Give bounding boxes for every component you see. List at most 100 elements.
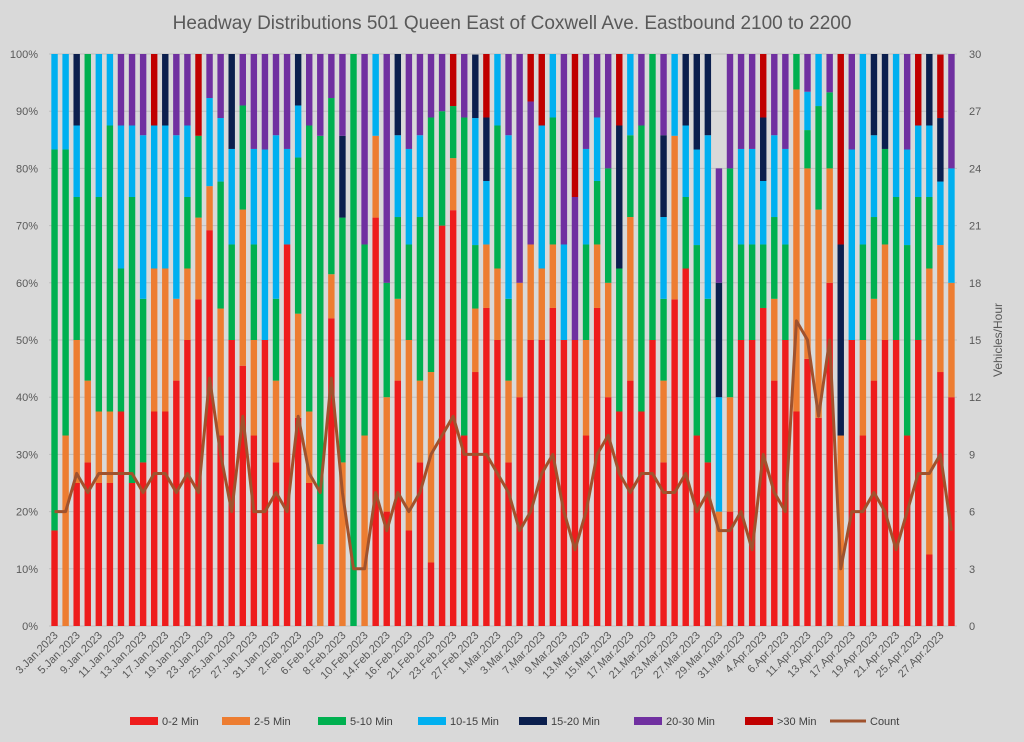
bar-segment [483,244,490,308]
bar-segment [538,125,545,269]
bar-segment [826,282,833,626]
bar-segment [383,511,390,626]
bar-segment [106,54,114,126]
legend-swatch [130,717,158,725]
bar-segment [184,125,191,197]
bar-segment [339,462,346,626]
bar-segment [760,117,767,181]
bar-segment [228,244,235,340]
legend-label: 0-2 Min [162,716,199,728]
y2-tick-label: 27 [969,106,981,118]
bar-segment [195,217,202,300]
legend-label: 10-15 Min [450,716,499,728]
bar-segment [106,483,114,626]
bar-segment [627,380,634,626]
bar-segment [239,54,246,106]
bar-segment [283,54,291,149]
legend-label: 5-10 Min [350,716,393,728]
bar-segment [217,181,224,309]
bar-segment [704,135,712,299]
bar-segment [538,340,545,626]
bar-segment [128,483,136,626]
bar-segment [582,54,590,149]
legend-label: 2-5 Min [254,716,291,728]
bar-segment [317,54,324,136]
bar-segment [826,168,833,283]
bar-segment [317,135,324,545]
bar-segment [693,435,700,626]
bar-segment [937,372,944,626]
legend-label: >30 Min [777,716,816,728]
bar-segment [95,411,103,483]
bar-segment [372,135,379,218]
bar-segment [560,244,568,340]
bar-segment [571,340,579,626]
bar-segment [494,268,501,340]
bar-segment [73,483,80,626]
bar-segment [748,148,756,245]
bar-segment [892,340,900,626]
bar-segment [815,106,822,210]
bar-segment [228,54,235,149]
bar-segment [516,282,523,398]
bar-segment [937,245,944,373]
bar-segment [95,54,103,197]
bar-segment [815,209,822,418]
bar-segment [195,135,202,218]
bar-segment [294,313,302,418]
bar-segment [527,54,534,102]
bar-segment [671,54,678,136]
bar-segment [704,54,712,136]
y-tick-label: 90% [16,106,38,118]
bar-segment [771,380,778,626]
bar-segment [272,54,280,136]
bar-segment [206,186,213,231]
bar-segment [737,148,745,245]
bar-segment [416,54,424,136]
y-tick-label: 10% [16,564,38,576]
bar-segment [538,268,545,340]
bar-segment [748,244,756,340]
bar-segment [859,54,867,245]
y2-tick-label: 6 [969,507,975,519]
bar-segment [903,435,911,626]
bar-segment [483,117,490,181]
bar-segment [638,411,645,626]
bar-segment [173,54,180,136]
bar-segment [472,54,479,119]
bar-segment [51,530,58,626]
bar-segment [926,125,933,197]
bar-segment [593,180,601,245]
bar-segment [771,298,778,381]
bar-segment [128,54,136,126]
legend-swatch [418,717,446,725]
bar-segment [837,54,844,245]
bar-segment [139,135,147,299]
bar-segment [638,54,645,126]
bar-segment [195,299,202,626]
bar-segment [870,380,878,626]
bar-segment [383,397,390,512]
y2-tick-label: 0 [969,621,975,633]
bar-segment [306,483,313,626]
bar-segment [405,244,413,340]
bar-segment [162,411,169,626]
bar-segment [283,244,291,627]
bar-segment [804,358,811,626]
bar-segment [848,149,856,340]
bar-segment [527,244,534,340]
bar-segment [162,54,169,126]
bar-segment [926,554,933,626]
bar-segment [250,340,258,436]
bar-segment [571,197,579,340]
bar-segment [627,54,634,136]
bar-segment [926,54,933,126]
bar-segment [472,308,479,373]
bar-segment [106,411,114,483]
bar-segment [726,168,734,398]
bar-segment [449,158,457,211]
bar-segment [438,111,446,226]
bar-segment [73,54,80,126]
bar-segment [505,135,512,299]
bar-segment [782,54,789,149]
